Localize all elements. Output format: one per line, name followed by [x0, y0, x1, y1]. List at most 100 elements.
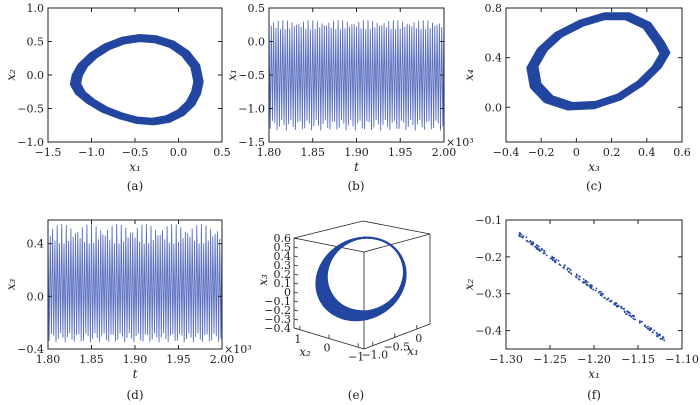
section-point [569, 269, 572, 271]
y-tick-label: 0.4 [27, 238, 45, 251]
z-tick-mark [293, 237, 299, 240]
x-tick-label: 1.90 [123, 353, 148, 366]
z-tick-mark [293, 264, 299, 267]
section-point [627, 311, 630, 313]
section-point [532, 242, 535, 245]
section-point [632, 317, 635, 320]
x-tick-label: −0.4 [493, 146, 520, 159]
y-tick-label: 1 [294, 333, 301, 346]
x-tick-label: 1.80 [257, 146, 282, 159]
section-point [578, 278, 581, 281]
plot-frame [505, 7, 683, 143]
series-x1-vs-t [268, 20, 445, 131]
section-point [520, 236, 523, 238]
section-point [638, 320, 641, 322]
y-tick-label: −1.0 [238, 103, 265, 116]
y-tick-label: 0.0 [485, 101, 503, 114]
section-point [543, 250, 546, 253]
section-point [663, 339, 666, 342]
section-point [629, 312, 631, 314]
z-tick-mark [293, 255, 299, 258]
attractor-3d-orbit-15 [326, 236, 405, 312]
section-point [645, 326, 647, 329]
panel-caption: (f) [587, 388, 601, 402]
section-point [629, 314, 631, 317]
panel-caption: (b) [347, 179, 364, 193]
section-point [557, 259, 560, 262]
y-tick-label: 0.0 [248, 36, 266, 49]
z-tick-label: 0.2 [274, 268, 292, 281]
x-multiplier: ×10³ [446, 136, 474, 149]
y-tick-label: 0.4 [485, 52, 503, 65]
y-tick-label: 0.0 [27, 69, 45, 82]
x-axis-label: x₃ [588, 160, 600, 174]
y-axis-label: x₂ [4, 69, 18, 81]
section-point [554, 261, 557, 264]
section-point [544, 252, 546, 255]
panel-f-poincare-section: −1.30 −1.25 −1.20 −1.15 −1.10 −0.4 −0.3 −0.2 −0.… [462, 214, 699, 402]
x-tick-label: 0.0 [170, 146, 188, 159]
section-point [582, 281, 584, 284]
section-point [652, 331, 654, 334]
y-axis-label: x₁ [225, 69, 239, 81]
x-axis-label: x₁ [407, 344, 419, 358]
y-tick-label: −0.1 [475, 214, 502, 227]
attractor-x3-x4-orbit-1 [536, 18, 662, 105]
section-point [599, 294, 602, 297]
section-point [570, 272, 572, 275]
section-point [662, 336, 665, 339]
section-point [609, 300, 612, 303]
section-point [567, 270, 570, 273]
section-point [659, 337, 662, 340]
section-point [588, 285, 591, 287]
y-tick-label: −0.4 [475, 325, 502, 338]
section-point [553, 257, 555, 259]
attractor-x3-x4-orbit-13 [526, 12, 671, 111]
x-multiplier: ×10³ [224, 343, 252, 356]
x-tick-label: 2.00 [210, 353, 235, 366]
attractor-x1-x2-orbit-13 [69, 34, 204, 126]
x-tick-label: −0.5 [383, 340, 410, 353]
z-tick-mark [293, 327, 299, 330]
section-point [590, 287, 593, 289]
box-edge [363, 233, 431, 253]
attractor-x3-x4-orbit-4 [533, 16, 664, 106]
section-point [644, 324, 647, 327]
y-tick-label: 0.5 [248, 2, 266, 15]
section-point [555, 258, 558, 261]
section-point [582, 278, 585, 281]
section-point [620, 307, 623, 309]
x-tick-label: −1.25 [533, 353, 567, 366]
x-tick-label: −1.0 [361, 349, 388, 362]
section-point [615, 302, 617, 305]
x-tick-label: −0.2 [528, 146, 555, 159]
z-tick-label: 0.3 [274, 259, 292, 272]
section-point [632, 314, 635, 317]
z-tick-label: −0.1 [264, 295, 291, 308]
section-point [661, 337, 663, 340]
section-point [607, 297, 610, 300]
section-point [536, 247, 539, 249]
section-point [656, 334, 658, 337]
z-tick-mark [293, 318, 299, 321]
section-point [563, 267, 565, 269]
panel-a-phase-x1-x2: −1.5 −1.0 −0.5 0.0 0.5−1.0−0.50.00.51.0x₁x₂(… [4, 2, 231, 193]
section-point [615, 305, 618, 308]
section-point [649, 327, 651, 329]
x-tick-label: −1.30 [489, 353, 523, 366]
x-tick-label: 1.85 [79, 353, 104, 366]
x-axis-label: x₁ [129, 160, 141, 174]
y-tick-label: 0.8 [485, 2, 503, 15]
x-tick-label: −1.20 [577, 353, 611, 366]
section-point [656, 332, 658, 335]
z-tick-label: −0.4 [264, 322, 291, 335]
panel-caption: (d) [126, 388, 143, 402]
y-axis-label: x₄ [462, 69, 476, 81]
panel-c-phase-x3-x4: −0.4 −0.2 0 0.2 0.4 0.6 0.0 0.4 0.8 x₃ x₄ (c) [462, 2, 691, 193]
section-point [626, 313, 628, 315]
x-tick-label: 0.5 [213, 146, 231, 159]
section-point [594, 289, 597, 292]
y-axis-label: x₃ [4, 279, 18, 291]
x-tick-label: −1.15 [621, 353, 655, 366]
panel-d-timeseries-x3: 1.80 1.85 1.90 1.95 2.00 −0.4 0.0 0.4 t x₃ ×10³ (d) [4, 219, 252, 402]
